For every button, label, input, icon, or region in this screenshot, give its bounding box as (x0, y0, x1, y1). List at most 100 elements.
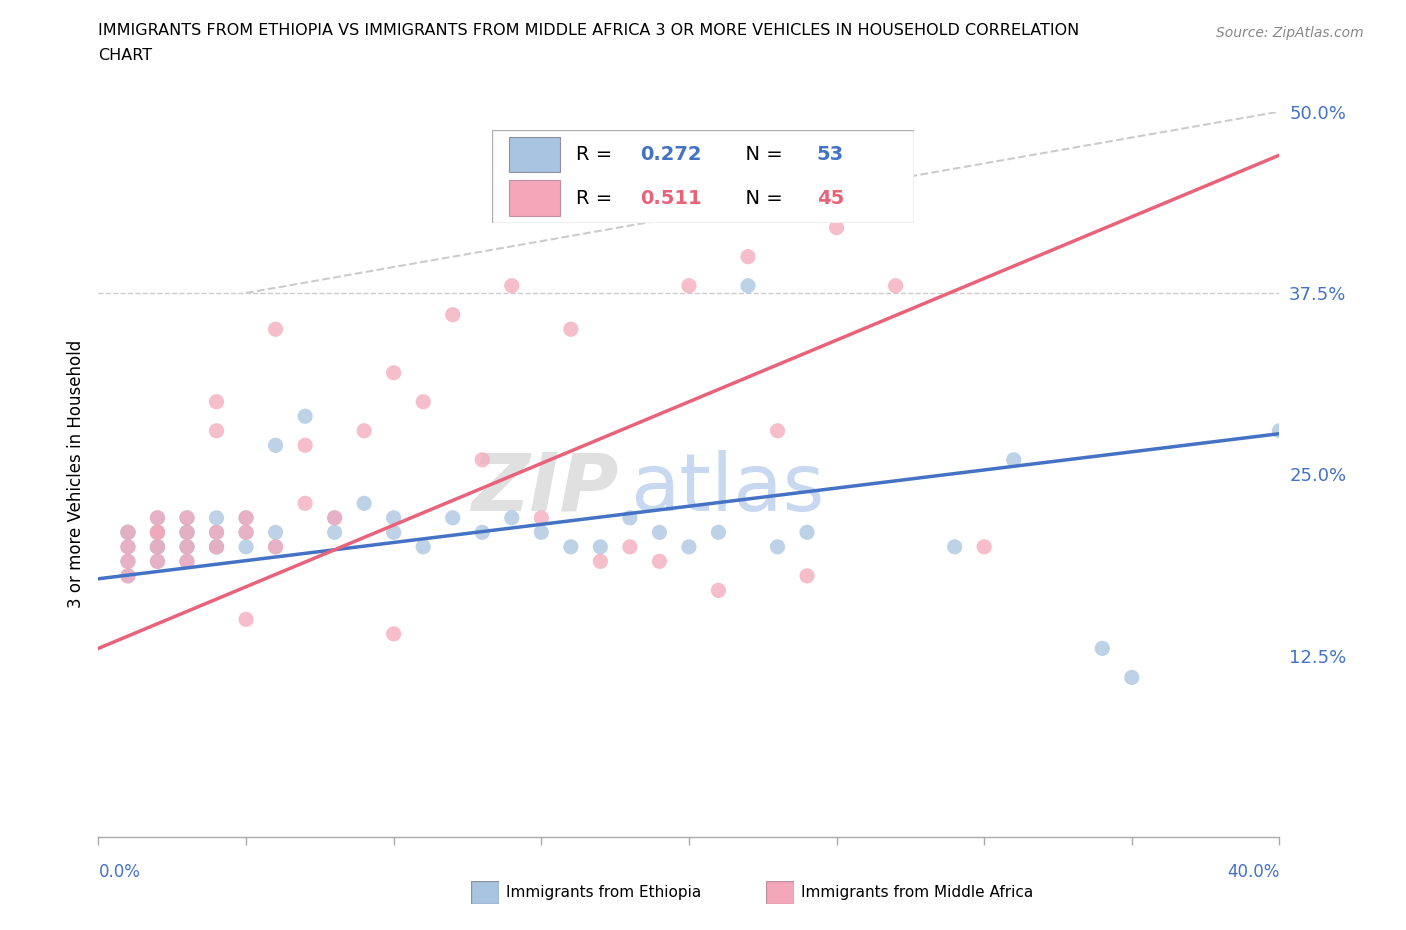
Text: 53: 53 (817, 145, 844, 164)
Point (146, 539, 169, 554)
Point (117, 539, 139, 554)
Point (176, 539, 198, 554)
Point (264, 322, 287, 337)
Point (205, 525, 228, 539)
Point (264, 539, 287, 554)
Point (235, 539, 257, 554)
Text: R =: R = (576, 189, 619, 207)
Point (205, 423, 228, 438)
FancyBboxPatch shape (509, 180, 560, 216)
Point (146, 525, 169, 539)
Point (560, 539, 582, 554)
Point (146, 539, 169, 554)
Point (117, 554, 139, 569)
Point (353, 423, 375, 438)
Point (678, 539, 700, 554)
Text: CHART: CHART (98, 48, 152, 63)
Point (146, 525, 169, 539)
Point (146, 525, 169, 539)
Point (205, 539, 228, 554)
Point (796, 568, 818, 583)
Point (146, 554, 169, 569)
Point (737, 278, 759, 293)
Point (530, 525, 553, 539)
FancyBboxPatch shape (509, 137, 560, 172)
Point (501, 511, 523, 525)
Text: 40.0%: 40.0% (1227, 863, 1279, 882)
Point (382, 627, 405, 642)
FancyBboxPatch shape (492, 130, 914, 223)
Point (235, 511, 257, 525)
Point (235, 525, 257, 539)
Point (943, 539, 966, 554)
Point (205, 539, 228, 554)
Point (678, 278, 700, 293)
Point (825, 220, 848, 235)
Point (117, 554, 139, 569)
Text: R =: R = (576, 145, 619, 164)
Text: N =: N = (733, 145, 789, 164)
Point (176, 511, 198, 525)
Point (205, 394, 228, 409)
Point (1268, 423, 1291, 438)
Point (973, 539, 995, 554)
Point (766, 423, 789, 438)
Point (205, 511, 228, 525)
Point (235, 525, 257, 539)
Point (560, 322, 582, 337)
Point (382, 525, 405, 539)
Point (294, 409, 316, 424)
Point (353, 496, 375, 511)
Point (146, 554, 169, 569)
Point (589, 539, 612, 554)
Point (235, 612, 257, 627)
Point (589, 554, 612, 569)
Point (884, 278, 907, 293)
Point (471, 452, 494, 467)
Point (235, 511, 257, 525)
Text: 0.0%: 0.0% (98, 863, 141, 882)
Point (1002, 452, 1025, 467)
Text: N =: N = (733, 189, 789, 207)
Text: Immigrants from Middle Africa: Immigrants from Middle Africa (801, 885, 1033, 900)
Text: 45: 45 (817, 189, 844, 207)
Point (323, 511, 346, 525)
Point (146, 539, 169, 554)
Point (766, 539, 789, 554)
Point (176, 554, 198, 569)
Point (264, 438, 287, 453)
Point (530, 511, 553, 525)
Point (117, 525, 139, 539)
Point (796, 525, 818, 539)
Point (1121, 670, 1143, 684)
Point (205, 525, 228, 539)
Point (176, 525, 198, 539)
Point (471, 525, 494, 539)
Point (412, 539, 434, 554)
Text: Immigrants from Ethiopia: Immigrants from Ethiopia (506, 885, 702, 900)
Point (441, 511, 464, 525)
Point (441, 307, 464, 322)
Text: ZIP: ZIP (471, 450, 619, 528)
Point (501, 278, 523, 293)
Point (294, 496, 316, 511)
Point (323, 511, 346, 525)
Y-axis label: 3 or more Vehicles in Household: 3 or more Vehicles in Household (66, 340, 84, 608)
Point (176, 525, 198, 539)
Point (146, 511, 169, 525)
Point (146, 511, 169, 525)
Point (176, 554, 198, 569)
Point (648, 525, 671, 539)
Point (205, 539, 228, 554)
Point (323, 525, 346, 539)
Point (117, 568, 139, 583)
Point (176, 511, 198, 525)
Point (619, 511, 641, 525)
Point (737, 249, 759, 264)
Point (264, 539, 287, 554)
Point (117, 539, 139, 554)
Point (146, 539, 169, 554)
Text: 0.511: 0.511 (640, 189, 702, 207)
Point (117, 525, 139, 539)
Point (707, 525, 730, 539)
